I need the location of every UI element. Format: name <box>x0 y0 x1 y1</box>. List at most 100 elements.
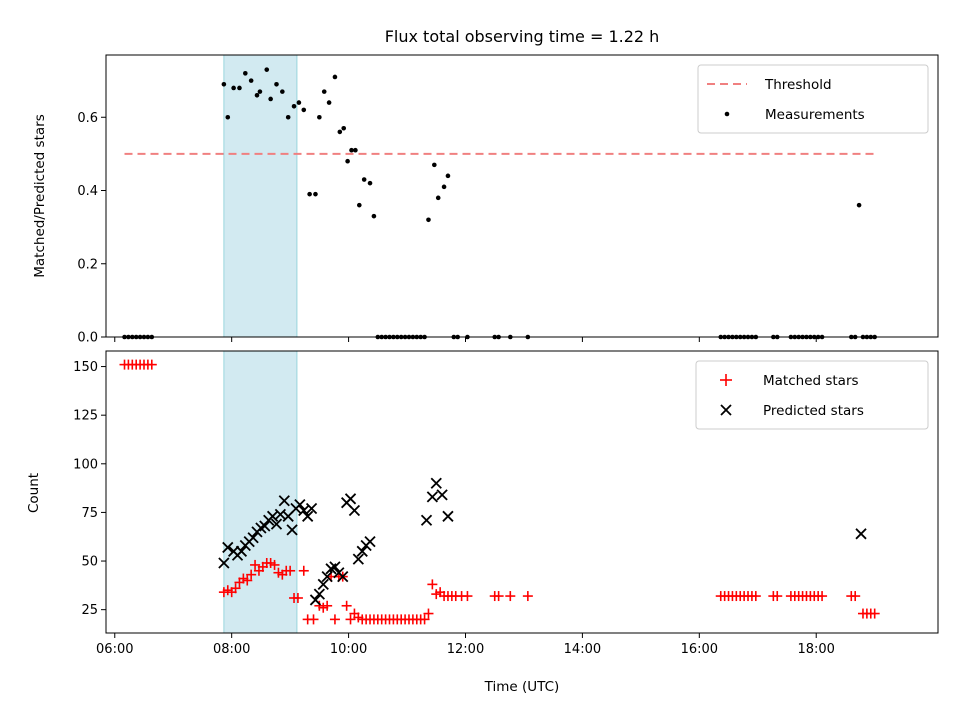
predicted-stars-point <box>321 570 333 583</box>
measurements-point <box>856 202 862 208</box>
matched-stars-point <box>772 591 783 602</box>
matched-stars-point <box>246 569 257 580</box>
predicted-stars-point <box>348 504 361 517</box>
predicted-stars-point <box>420 514 433 526</box>
measurements-point <box>274 81 279 87</box>
predicted-stars-point <box>278 495 290 507</box>
predicted-stars-point <box>855 528 867 540</box>
bottom-y-tick-label: 150 <box>73 360 98 375</box>
top-axes-frame <box>105 54 939 338</box>
bottom-y-tick-label: 125 <box>73 409 98 424</box>
matched-stars-point <box>505 591 516 602</box>
matched-stars-point <box>285 565 296 576</box>
predicted-stars-point <box>317 578 329 591</box>
matched-stars-point <box>462 591 473 602</box>
measurements-point <box>332 74 338 80</box>
measurements-point <box>291 103 297 109</box>
measurements-point <box>426 217 431 223</box>
bottom-plot-area <box>119 359 880 625</box>
top-legend-box <box>697 64 929 134</box>
threshold-legend-label: Threshold <box>764 77 832 93</box>
matched-stars-point <box>269 559 280 570</box>
matched-stars-point <box>419 614 430 625</box>
measurements-point <box>254 92 260 98</box>
measurements-point <box>264 67 270 72</box>
measurements-point <box>296 100 302 105</box>
bottom-panel: 25 50 75 100 125 150 06:00 08:00 10:00 12:00 14:00… <box>26 350 939 695</box>
predicted-stars-point <box>222 541 234 554</box>
predicted-stars-point <box>352 553 364 565</box>
predicted-stars-point <box>430 477 442 489</box>
matched-stars-legend-swatch <box>720 374 732 386</box>
top-panel-title: Flux total observing time = 1.22 h <box>385 27 660 46</box>
measurements-point <box>231 85 236 91</box>
measurements-point <box>341 125 347 131</box>
matched-stars-legend-label: Matched stars <box>763 373 859 389</box>
matched-stars-point <box>850 591 861 602</box>
predicted-stars-point <box>270 518 283 530</box>
measurements-point <box>345 158 350 164</box>
measurements-point <box>432 162 437 168</box>
matched-stars-point <box>427 579 438 590</box>
bottom-y-tick-label: 25 <box>81 603 98 618</box>
measurements-point <box>435 195 441 201</box>
measurements-point <box>225 114 231 120</box>
measurements-point <box>445 173 451 179</box>
measurements-point <box>337 129 343 135</box>
measurements-point <box>371 213 377 219</box>
measurements-point <box>285 114 291 120</box>
matched-stars-point <box>423 608 434 619</box>
predicted-stars-point <box>436 489 448 501</box>
predicted-stars-point <box>235 545 248 557</box>
top-axes: 0.0 0.2 0.4 0.6 <box>77 111 817 346</box>
bottom-y-tick-label: 50 <box>81 555 98 570</box>
predicted-stars-point <box>313 588 325 600</box>
measurements-point <box>221 81 227 87</box>
predicted-stars-point <box>286 524 298 536</box>
top-shaded-interval <box>223 54 298 338</box>
measurements-point <box>367 180 373 186</box>
bottom-x-tick-label: 18:00 <box>797 642 834 657</box>
bottom-axes-frame <box>105 350 939 634</box>
bottom-x-tick-label: 10:00 <box>330 642 367 657</box>
matched-stars-point <box>242 575 253 586</box>
measurements-legend-swatch <box>724 111 730 117</box>
predicted-stars-point <box>329 561 341 573</box>
predicted-stars-legend-swatch <box>720 404 732 416</box>
predicted-stars-point <box>344 493 357 505</box>
matched-stars-point <box>230 583 241 594</box>
matched-stars-point <box>329 614 340 625</box>
bottom-y-tick-label: 100 <box>73 457 98 472</box>
matched-stars-point <box>493 591 504 602</box>
matched-stars-point <box>308 614 319 625</box>
predicted-stars-point <box>294 499 306 511</box>
bottom-legend: Matched stars Predicted stars <box>695 360 929 430</box>
predicted-stars-point <box>309 594 322 606</box>
bottom-axes: 25 50 75 100 125 150 06:00 08:00 10:00 12:00 14:00… <box>73 360 835 657</box>
top-y-tick-label: 0.2 <box>77 257 98 272</box>
matched-stars-point <box>869 608 880 619</box>
matched-stars-point <box>146 359 157 370</box>
measurements-point <box>326 100 332 105</box>
matched-stars-point <box>250 559 261 570</box>
measurements-point <box>353 147 358 153</box>
measurements-legend-label: Measurements <box>765 107 865 123</box>
predicted-stars-point <box>259 520 271 532</box>
predicted-stars-point <box>364 535 376 548</box>
measurements-point <box>361 177 367 182</box>
matched-stars-point <box>522 591 533 602</box>
measurements-point <box>441 184 447 190</box>
bottom-y-tick-label: 75 <box>81 506 98 521</box>
predicted-stars-point <box>426 491 439 503</box>
predicted-stars-point <box>442 510 454 522</box>
bottom-x-tick-label: 14:00 <box>564 642 601 657</box>
matched-stars-point <box>298 565 309 576</box>
measurements-point <box>248 78 254 83</box>
measurements-point <box>268 96 273 102</box>
measurements-point <box>349 147 354 153</box>
top-legend: Threshold Measurements <box>697 64 929 134</box>
bottom-x-tick-label: 08:00 <box>213 642 250 657</box>
matched-stars-point <box>292 592 303 603</box>
bottom-x-tick-label: 16:00 <box>681 642 718 657</box>
measurements-point <box>257 89 263 94</box>
